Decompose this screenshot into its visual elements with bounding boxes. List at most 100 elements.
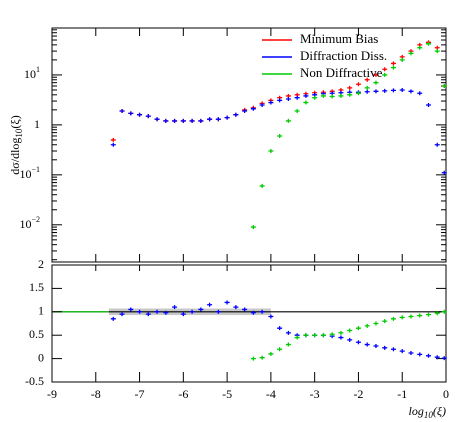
x-tick-label: -4 — [266, 387, 276, 401]
x-axis-label-sub: 10 — [424, 410, 434, 420]
ratio-point — [382, 345, 388, 350]
y-axis-label: dσ/dlog10(ξ) — [8, 115, 24, 174]
ratio-point — [441, 309, 447, 314]
data-point — [268, 149, 274, 154]
data-point — [399, 57, 405, 62]
data-point — [382, 88, 388, 93]
data-point — [434, 142, 440, 147]
data-point — [382, 67, 388, 72]
ratio-point — [154, 309, 160, 314]
data-point — [441, 170, 447, 175]
x-axis-label-main: log — [409, 404, 424, 418]
ratio-point — [198, 307, 204, 312]
y-tick-label: 0.5 — [29, 327, 44, 341]
x-tick-label: -9 — [47, 387, 57, 401]
data-point — [224, 115, 230, 120]
data-point — [329, 94, 335, 99]
x-tick-label: -8 — [91, 387, 101, 401]
ratio-point — [163, 310, 169, 315]
y-tick-label: 2 — [38, 257, 44, 271]
ratio-point — [320, 333, 326, 338]
plot-frame — [51, 264, 447, 383]
data-point — [110, 142, 116, 147]
ratio-point — [207, 302, 213, 307]
ratio-point — [364, 342, 370, 347]
data-point — [390, 65, 396, 70]
data-point — [417, 91, 423, 96]
ratio-point — [417, 313, 423, 318]
x-tick-label: -2 — [353, 387, 363, 401]
ratio-point — [277, 326, 283, 331]
data-point — [417, 45, 423, 50]
data-point — [172, 118, 178, 123]
ratio-point — [338, 335, 344, 340]
data-point — [250, 225, 256, 230]
ratio-point — [434, 311, 440, 316]
y-tick-label: 101 — [24, 65, 40, 81]
ratio-point — [434, 355, 440, 360]
data-point — [180, 118, 186, 123]
ratio-point — [110, 316, 116, 321]
ratio-point — [189, 309, 195, 314]
data-point — [408, 51, 414, 56]
data-point — [285, 96, 291, 101]
x-axis-label-tail: (ξ) — [433, 404, 446, 418]
y-tick-exp: −1 — [31, 165, 40, 174]
data-point — [294, 95, 300, 100]
data-point — [110, 137, 116, 142]
y-axis-label-main: dσ/dlog — [8, 138, 22, 175]
ratio-point — [259, 309, 265, 314]
data-point — [163, 118, 169, 123]
ratio-point — [250, 356, 256, 361]
y-tick-exp: 1 — [36, 65, 40, 74]
ratio-point — [242, 307, 248, 312]
ratio-point — [408, 350, 414, 355]
data-point — [154, 117, 160, 122]
data-point — [312, 95, 318, 100]
ratio-point — [417, 352, 423, 357]
ratio-point — [259, 355, 265, 360]
ratio-point — [268, 314, 274, 319]
ratio-point — [355, 326, 361, 331]
y-tick-base: 10 — [19, 217, 31, 231]
ratio-point — [180, 312, 186, 317]
x-tick-label: -6 — [178, 387, 188, 401]
data-point — [347, 92, 353, 97]
ratio-point — [364, 323, 370, 328]
data-point — [268, 100, 274, 105]
ratio-point — [119, 312, 125, 317]
data-point — [259, 103, 265, 108]
ratio-point — [399, 349, 405, 354]
data-point — [425, 41, 431, 46]
ratio-point — [382, 319, 388, 324]
data-point — [294, 108, 300, 113]
data-point — [364, 89, 370, 94]
y-tick-base: 1 — [34, 117, 40, 131]
data-point — [338, 93, 344, 98]
data-point — [215, 117, 221, 122]
data-point — [207, 117, 213, 122]
ratio-point — [224, 300, 230, 305]
data-point — [347, 85, 353, 90]
data-point — [364, 85, 370, 90]
data-point — [320, 93, 326, 98]
ratio-point — [303, 333, 309, 338]
data-point — [259, 183, 265, 188]
legend-label: Diffraction Diss. — [300, 48, 387, 63]
ratio-point — [233, 305, 239, 310]
data-point — [408, 89, 414, 94]
data-point — [128, 111, 134, 116]
ratio-point — [373, 321, 379, 326]
ratio-point — [312, 333, 318, 338]
legend-label: Non Diffractive — [300, 65, 383, 80]
data-point — [242, 108, 248, 113]
x-tick-label: -3 — [310, 387, 320, 401]
x-tick-label: -1 — [397, 387, 407, 401]
ratio-point — [145, 312, 151, 317]
data-point — [355, 91, 361, 96]
y-tick-label: -0.5 — [25, 374, 44, 388]
ratio-point — [285, 342, 291, 347]
data-point — [434, 49, 440, 54]
ratio-point — [373, 343, 379, 348]
